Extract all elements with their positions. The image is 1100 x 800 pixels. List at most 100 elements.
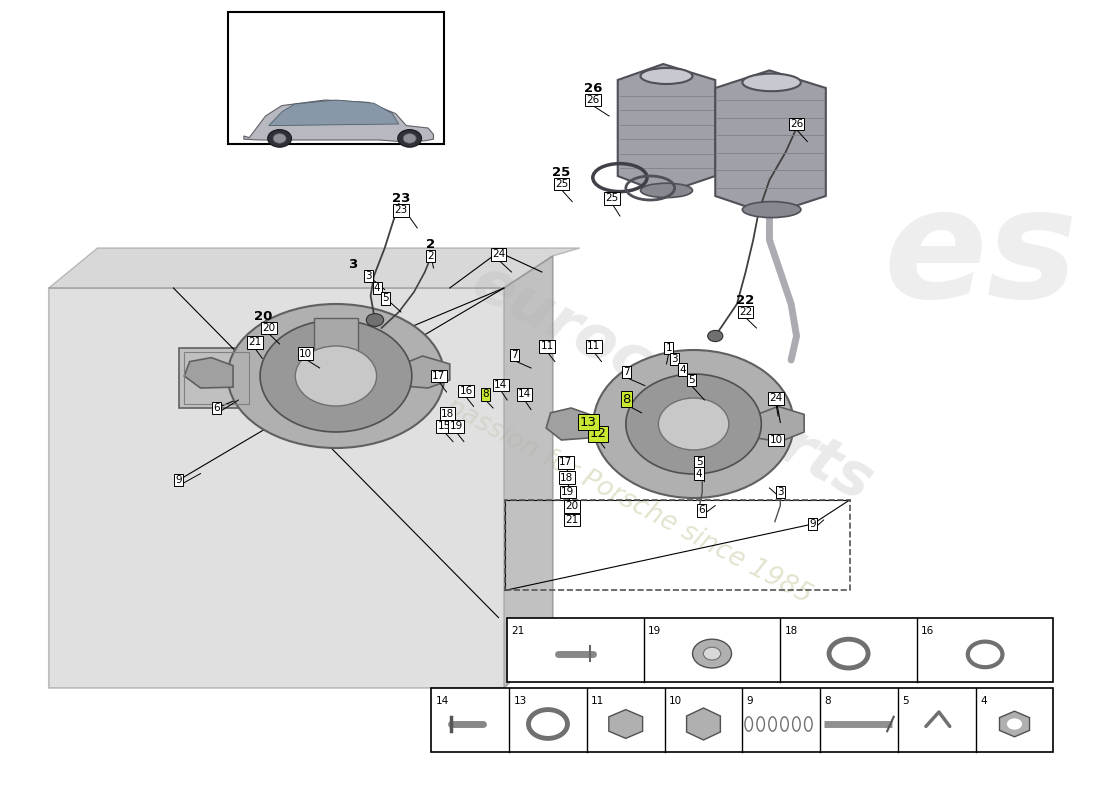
Polygon shape	[48, 248, 580, 288]
Text: 25: 25	[554, 179, 568, 189]
Text: 8: 8	[825, 696, 832, 706]
Text: 26: 26	[584, 82, 602, 95]
Text: 20: 20	[565, 502, 579, 511]
Text: 5: 5	[695, 458, 702, 467]
Text: 14: 14	[518, 390, 531, 399]
Circle shape	[693, 639, 732, 668]
Polygon shape	[48, 256, 552, 688]
Text: 3: 3	[777, 487, 783, 497]
Text: 15: 15	[438, 422, 451, 431]
Polygon shape	[244, 100, 433, 142]
Text: 23: 23	[392, 192, 410, 205]
Bar	[507, 618, 1054, 682]
Text: 8: 8	[482, 390, 488, 399]
Text: 3: 3	[348, 258, 356, 271]
Text: 14: 14	[494, 380, 507, 390]
Text: 22: 22	[739, 307, 752, 317]
Text: eurocarparts: eurocarparts	[461, 254, 882, 514]
Ellipse shape	[228, 304, 444, 448]
Ellipse shape	[659, 398, 729, 450]
Text: 18: 18	[560, 473, 573, 482]
Text: 21: 21	[565, 515, 579, 525]
Text: 11: 11	[591, 696, 604, 706]
Ellipse shape	[295, 346, 376, 406]
Text: 3: 3	[365, 271, 372, 281]
Text: 10: 10	[669, 696, 682, 706]
Text: 18: 18	[441, 409, 454, 418]
Text: 9: 9	[176, 475, 183, 485]
Text: 17: 17	[559, 458, 572, 467]
Text: es: es	[883, 182, 1078, 330]
Polygon shape	[715, 70, 826, 214]
Text: 14: 14	[436, 696, 449, 706]
Text: 4: 4	[695, 469, 702, 478]
Text: 25: 25	[552, 166, 571, 179]
Text: 5: 5	[689, 375, 695, 385]
Text: 23: 23	[395, 206, 408, 215]
Ellipse shape	[640, 68, 693, 84]
Circle shape	[267, 130, 292, 147]
Text: 11: 11	[541, 342, 554, 351]
Text: 26: 26	[586, 95, 600, 105]
Polygon shape	[184, 358, 233, 388]
Text: 9: 9	[747, 696, 754, 706]
Ellipse shape	[626, 374, 761, 474]
Text: 4: 4	[980, 696, 987, 706]
Text: 2: 2	[426, 238, 434, 251]
Text: 7: 7	[623, 367, 629, 377]
Text: 21: 21	[249, 338, 262, 347]
Ellipse shape	[742, 74, 801, 91]
Polygon shape	[268, 100, 399, 126]
Bar	[228, 12, 444, 144]
Polygon shape	[504, 256, 552, 688]
Polygon shape	[754, 406, 804, 442]
Bar	[431, 688, 1054, 752]
Text: 8: 8	[623, 393, 630, 406]
Polygon shape	[547, 408, 594, 440]
Text: 19: 19	[648, 626, 661, 635]
Ellipse shape	[640, 183, 693, 198]
Text: 4: 4	[374, 283, 381, 293]
Bar	[505, 500, 849, 590]
Circle shape	[273, 134, 286, 143]
Polygon shape	[618, 64, 715, 194]
Text: 24: 24	[769, 394, 782, 403]
Ellipse shape	[742, 202, 801, 218]
Polygon shape	[686, 708, 720, 740]
Text: 5: 5	[902, 696, 909, 706]
Text: a passion for Porsche since 1985: a passion for Porsche since 1985	[420, 382, 816, 610]
Text: 17: 17	[432, 371, 446, 381]
Bar	[184, 352, 250, 404]
Text: 22: 22	[737, 294, 755, 307]
Text: 25: 25	[606, 194, 619, 203]
Text: 18: 18	[784, 626, 798, 635]
Circle shape	[707, 330, 723, 342]
Text: 1: 1	[666, 343, 672, 353]
Circle shape	[404, 134, 416, 143]
Polygon shape	[179, 348, 255, 408]
Text: 7: 7	[512, 350, 518, 360]
Text: 6: 6	[697, 506, 704, 515]
Text: 9: 9	[810, 519, 816, 529]
Text: 19: 19	[561, 487, 574, 497]
Text: 11: 11	[587, 342, 601, 351]
Text: 20: 20	[254, 310, 273, 323]
Polygon shape	[608, 710, 642, 738]
Text: 24: 24	[492, 250, 505, 259]
Ellipse shape	[260, 320, 411, 432]
Text: 13: 13	[580, 416, 597, 429]
Text: 26: 26	[790, 119, 803, 129]
Text: 12: 12	[590, 427, 607, 440]
Text: 16: 16	[460, 386, 473, 396]
Text: 10: 10	[299, 349, 312, 358]
Text: 13: 13	[514, 696, 527, 706]
Ellipse shape	[593, 350, 794, 498]
Circle shape	[366, 314, 384, 326]
Polygon shape	[399, 356, 450, 388]
Circle shape	[398, 130, 421, 147]
Text: 6: 6	[213, 403, 220, 413]
Text: 20: 20	[262, 323, 275, 333]
Text: 2: 2	[427, 251, 433, 261]
Circle shape	[703, 647, 720, 660]
Text: 4: 4	[680, 365, 686, 374]
